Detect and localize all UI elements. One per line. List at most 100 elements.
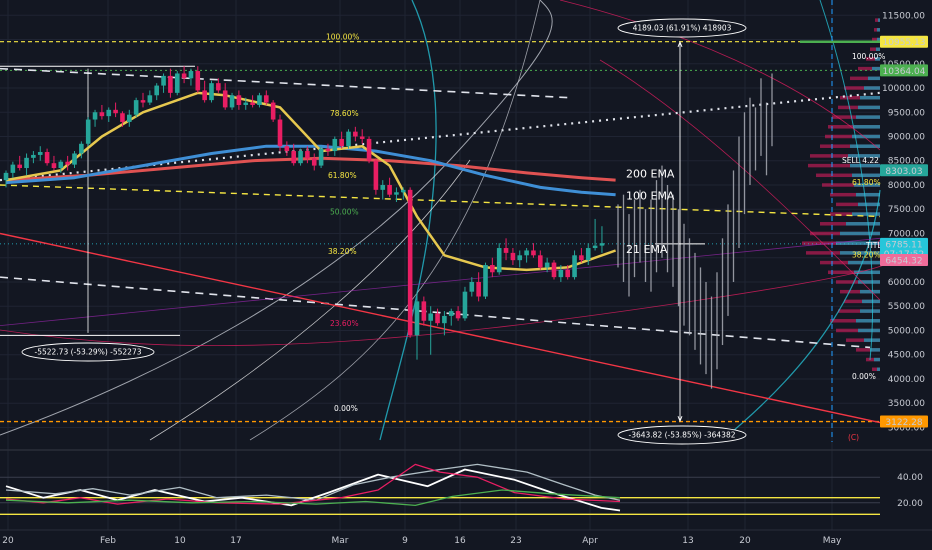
- candle-body[interactable]: [216, 83, 221, 91]
- candle-body[interactable]: [346, 131, 351, 147]
- candle-body[interactable]: [24, 157, 29, 169]
- candle-body[interactable]: [455, 311, 461, 319]
- candle-body[interactable]: [222, 90, 228, 108]
- osc-series-line[interactable]: [5, 463, 621, 501]
- profile-bar: [852, 173, 880, 178]
- candle-body[interactable]: [291, 151, 296, 164]
- candle-body[interactable]: [414, 301, 420, 336]
- candle-body[interactable]: [538, 255, 543, 268]
- candle-body[interactable]: [10, 164, 16, 173]
- candle-body[interactable]: [394, 192, 399, 195]
- candle-body[interactable]: [161, 75, 166, 86]
- candle-body[interactable]: [58, 161, 64, 169]
- candle-body[interactable]: [298, 151, 303, 164]
- candle-body[interactable]: [174, 73, 180, 93]
- candle-body[interactable]: [565, 269, 570, 278]
- candle-body[interactable]: [120, 113, 125, 122]
- candle-body[interactable]: [380, 184, 386, 190]
- candle-body[interactable]: [442, 315, 447, 324]
- candle-body[interactable]: [592, 245, 598, 249]
- candle-body[interactable]: [517, 255, 523, 261]
- candle-body[interactable]: [44, 152, 50, 164]
- candle-body[interactable]: [51, 163, 57, 169]
- candle-body[interactable]: [17, 164, 22, 169]
- candle-body[interactable]: [3, 172, 9, 181]
- candle-body[interactable]: [579, 255, 584, 261]
- candle-body[interactable]: [270, 102, 276, 120]
- candle-body[interactable]: [202, 90, 207, 101]
- candle-body[interactable]: [311, 158, 317, 166]
- candle-body[interactable]: [140, 100, 146, 103]
- candle-body[interactable]: [243, 102, 249, 105]
- candle-body[interactable]: [209, 83, 214, 101]
- candle-body[interactable]: [551, 262, 557, 278]
- candle-body[interactable]: [503, 248, 509, 253]
- candle-body[interactable]: [257, 95, 262, 105]
- profile-bar: [854, 183, 880, 187]
- candle-body[interactable]: [558, 269, 564, 278]
- candle-body[interactable]: [147, 95, 153, 103]
- oscillator-panel[interactable]: [0, 463, 880, 515]
- candle-body[interactable]: [305, 151, 310, 159]
- candle-body[interactable]: [448, 311, 454, 316]
- candle-body[interactable]: [31, 154, 36, 158]
- candle-body[interactable]: [37, 152, 43, 155]
- candle-body[interactable]: [462, 291, 468, 319]
- candle-body[interactable]: [92, 112, 98, 120]
- candle-body[interactable]: [113, 109, 118, 114]
- candle-body[interactable]: [407, 189, 413, 336]
- candle-body[interactable]: [428, 313, 433, 321]
- candle-body[interactable]: [133, 100, 139, 115]
- candle-body[interactable]: [85, 119, 91, 144]
- candle-body[interactable]: [339, 138, 344, 147]
- candle-body[interactable]: [490, 265, 495, 273]
- candle-body[interactable]: [544, 262, 550, 268]
- candle-body[interactable]: [572, 255, 577, 278]
- candle-body[interactable]: [168, 75, 173, 93]
- candle-body[interactable]: [264, 95, 269, 103]
- candle-body[interactable]: [72, 153, 77, 165]
- y-tick-label: 9500.00: [888, 108, 925, 118]
- candle-body[interactable]: [181, 73, 187, 79]
- candle-body[interactable]: [318, 148, 324, 166]
- osc-series-line[interactable]: [5, 468, 621, 512]
- candle-body[interactable]: [188, 71, 194, 79]
- candle-body[interactable]: [496, 248, 502, 273]
- candle-body[interactable]: [469, 281, 475, 292]
- candle-body[interactable]: [236, 95, 242, 105]
- x-tick-label: 17: [230, 536, 241, 546]
- candle-body[interactable]: [106, 109, 112, 117]
- candle-body[interactable]: [277, 119, 283, 147]
- candle-body[interactable]: [332, 138, 338, 152]
- candle-body[interactable]: [483, 265, 488, 297]
- candle-body[interactable]: [476, 281, 481, 297]
- candle-body[interactable]: [250, 102, 255, 105]
- price-tag: [880, 415, 928, 428]
- candle-body[interactable]: [325, 148, 331, 152]
- candle-body[interactable]: [99, 112, 105, 117]
- candle-body[interactable]: [79, 143, 84, 154]
- candle-body[interactable]: [195, 71, 201, 91]
- candle-body[interactable]: [401, 189, 406, 193]
- candle-body[interactable]: [359, 136, 365, 139]
- candle-body[interactable]: [373, 160, 379, 190]
- osc-series-line[interactable]: [5, 463, 621, 505]
- candle-body[interactable]: [524, 250, 529, 256]
- candles[interactable]: [3, 66, 605, 360]
- candle-body[interactable]: [531, 250, 536, 256]
- candle-body[interactable]: [435, 313, 440, 324]
- candle-body[interactable]: [229, 95, 235, 108]
- candle-body[interactable]: [510, 252, 516, 261]
- candle-body[interactable]: [366, 138, 372, 161]
- candle-body[interactable]: [284, 146, 290, 152]
- candle-body[interactable]: [599, 243, 605, 246]
- candle-body[interactable]: [154, 85, 159, 96]
- candle-body[interactable]: [353, 131, 358, 137]
- osc-series-line[interactable]: [5, 489, 621, 507]
- candle-body[interactable]: [127, 114, 132, 122]
- candle-body[interactable]: [387, 184, 392, 195]
- candle-body[interactable]: [65, 161, 70, 165]
- candle-body[interactable]: [421, 301, 427, 321]
- candle-body[interactable]: [585, 248, 591, 261]
